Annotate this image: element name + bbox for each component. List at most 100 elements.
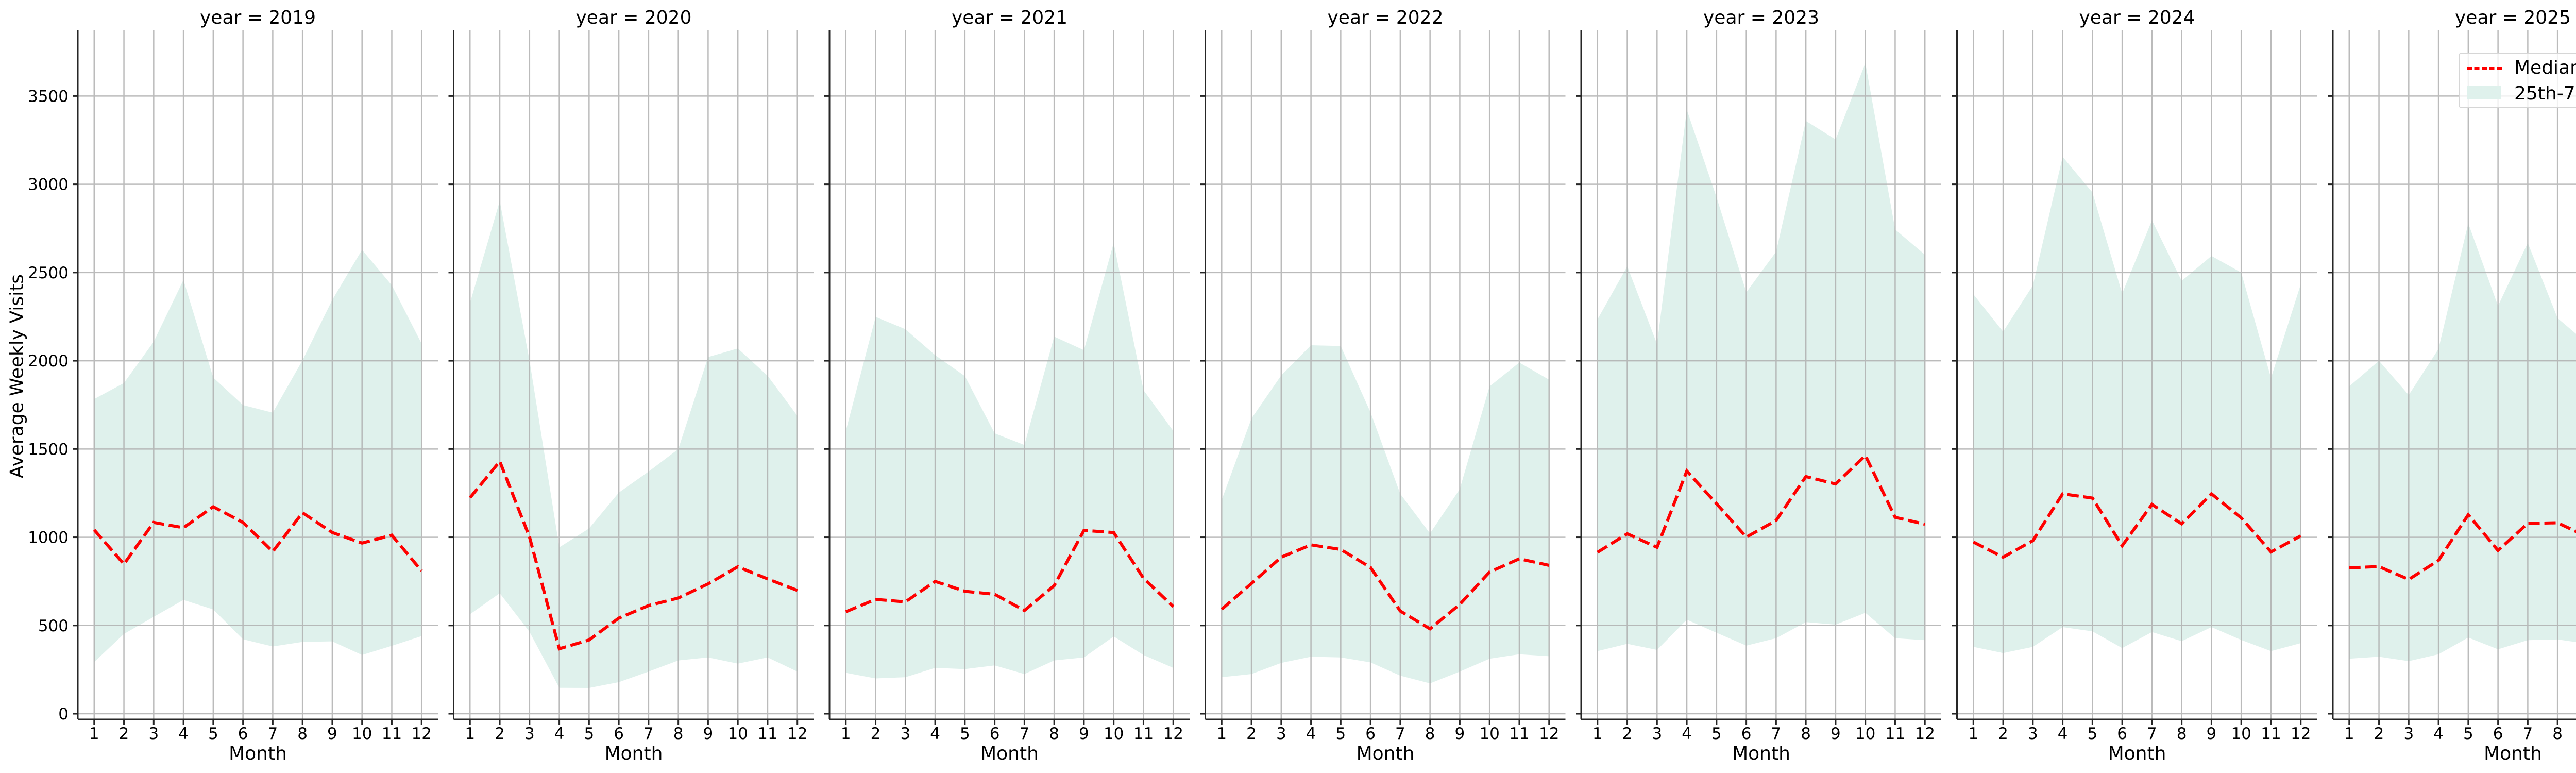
- x-tick-label: 8: [2177, 725, 2187, 743]
- x-tick-label: 9: [2207, 725, 2217, 743]
- x-tick-label: 10: [1479, 725, 1499, 743]
- percentile-band: [2349, 223, 2576, 661]
- gridlines: [1205, 30, 1566, 719]
- x-tick-label: 7: [1020, 725, 1030, 743]
- x-tick-label: 5: [1335, 725, 1346, 743]
- x-tick-label: 12: [787, 725, 807, 743]
- x-tick-label: 3: [900, 725, 910, 743]
- x-tick-label: 1: [1968, 725, 1978, 743]
- x-tick-label: 2: [495, 725, 505, 743]
- x-tick-label: 1: [2344, 725, 2354, 743]
- y-tick-label: 1000: [28, 529, 69, 547]
- x-tick-label: 3: [2028, 725, 2038, 743]
- x-axis-label: Month: [2484, 743, 2542, 764]
- x-axis-label: Month: [980, 743, 1039, 764]
- x-tick-label: 4: [2433, 725, 2444, 743]
- percentile-band: [94, 249, 422, 662]
- x-tick-label: 6: [1365, 725, 1376, 743]
- x-tick-label: 7: [1395, 725, 1405, 743]
- panel-title: year = 2019: [200, 7, 316, 28]
- x-tick-label: 5: [208, 725, 218, 743]
- x-tick-label: 2: [1622, 725, 1633, 743]
- x-tick-label: 9: [1831, 725, 1841, 743]
- gridlines: [453, 30, 814, 719]
- x-tick-label: 5: [1711, 725, 1722, 743]
- x-tick-label: 7: [643, 725, 654, 743]
- panel-title: year = 2024: [2079, 7, 2195, 28]
- x-tick-label: 3: [148, 725, 159, 743]
- x-tick-label: 7: [1771, 725, 1782, 743]
- x-tick-label: 7: [2523, 725, 2533, 743]
- y-tick-label: 0: [58, 705, 69, 724]
- x-axis-label: Month: [1732, 743, 1790, 764]
- median-line: [468, 458, 798, 651]
- x-tick-label: 2: [119, 725, 129, 743]
- x-tick-label: 10: [1855, 725, 1875, 743]
- y-tick-label: 1500: [28, 440, 69, 459]
- y-tick-label: 2000: [28, 352, 69, 371]
- percentile-band: [470, 201, 798, 688]
- median-line: [1221, 543, 1550, 631]
- gridlines: [1957, 30, 2317, 719]
- x-tick-label: 4: [1682, 725, 1692, 743]
- x-tick-label: 12: [1915, 725, 1935, 743]
- legend-label-median: Median: [2514, 57, 2576, 78]
- x-tick-label: 11: [757, 725, 777, 743]
- x-tick-label: 9: [1455, 725, 1465, 743]
- x-tick-label: 4: [2058, 725, 2068, 743]
- x-tick-label: 4: [930, 725, 940, 743]
- x-tick-label: 4: [178, 725, 189, 743]
- x-tick-label: 1: [1592, 725, 1603, 743]
- x-tick-label: 8: [2552, 725, 2563, 743]
- panel-title: year = 2025: [2455, 7, 2571, 28]
- percentile-band: [1222, 345, 1549, 684]
- legend: Median 25th-75th Percentile: [2459, 53, 2576, 108]
- x-tick-label: 10: [1104, 725, 1124, 743]
- median-line: [2349, 512, 2576, 581]
- x-tick-label: 10: [352, 725, 372, 743]
- x-tick-label: 12: [412, 725, 432, 743]
- x-tick-label: 8: [297, 725, 308, 743]
- panel-title: year = 2020: [576, 7, 692, 28]
- x-tick-label: 7: [2147, 725, 2157, 743]
- x-tick-label: 9: [703, 725, 714, 743]
- x-tick-label: 12: [1539, 725, 1559, 743]
- gridlines: [829, 30, 1190, 719]
- band-swatch-icon: [2467, 86, 2501, 99]
- x-tick-label: 3: [1652, 725, 1662, 743]
- x-tick-label: 4: [554, 725, 565, 743]
- panel-title: year = 2021: [952, 7, 1067, 28]
- x-tick-label: 3: [1276, 725, 1286, 743]
- median-line: [845, 529, 1175, 613]
- x-tick-label: 5: [960, 725, 970, 743]
- x-tick-label: 12: [2291, 725, 2311, 743]
- x-tick-label: 2: [871, 725, 881, 743]
- y-tick-label: 500: [38, 617, 69, 635]
- x-tick-label: 12: [1163, 725, 1183, 743]
- x-tick-label: 6: [238, 725, 248, 743]
- x-tick-label: 2: [2374, 725, 2384, 743]
- x-tick-label: 1: [841, 725, 851, 743]
- median-line: [1972, 492, 2302, 559]
- percentile-band: [845, 243, 1174, 679]
- x-axis-label: Month: [1357, 743, 1415, 764]
- x-tick-label: 5: [2087, 725, 2097, 743]
- x-tick-label: 6: [614, 725, 624, 743]
- percentile-band: [1973, 157, 2301, 653]
- x-tick-label: 11: [1509, 725, 1529, 743]
- x-tick-label: 10: [727, 725, 748, 743]
- x-tick-label: 6: [1741, 725, 1752, 743]
- median-line: [1597, 452, 1925, 554]
- gridlines: [1581, 30, 1941, 719]
- x-tick-label: 1: [1216, 725, 1227, 743]
- x-tick-label: 6: [2117, 725, 2127, 743]
- x-tick-label: 11: [2261, 725, 2281, 743]
- x-tick-label: 10: [2231, 725, 2251, 743]
- legend-label-percentile: 25th-75th Percentile: [2514, 83, 2576, 104]
